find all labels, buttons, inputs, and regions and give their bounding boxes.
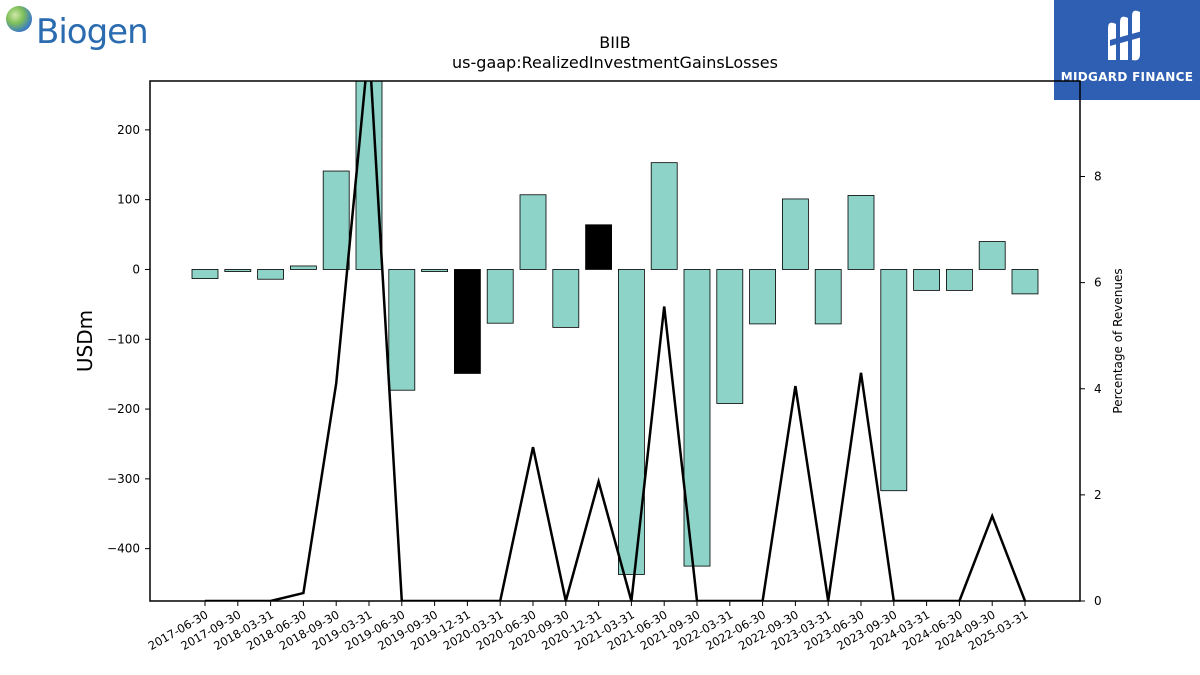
bar-2024-09-30 xyxy=(978,241,1006,270)
biogen-logo-text: Biogen xyxy=(36,12,149,52)
bar-2022-03-31 xyxy=(716,269,744,404)
revenue-percentage-line xyxy=(205,81,1027,601)
y-tick-label: −200 xyxy=(107,402,140,416)
bar-2020-06-30 xyxy=(519,194,547,270)
y-tick-label: −400 xyxy=(107,542,140,556)
y-tick-label: 0 xyxy=(132,262,140,276)
y-tick-label: 100 xyxy=(117,193,140,207)
bar-2024-03-31 xyxy=(913,269,940,291)
bar-2019-09-30 xyxy=(421,269,449,272)
y2-tick-label: 2 xyxy=(1094,488,1102,502)
y2-tick-label: 6 xyxy=(1094,276,1102,290)
y-axis-right: 8 6 4 2 0 xyxy=(1080,170,1102,608)
bar-2020-09-30 xyxy=(552,269,580,328)
bar-2023-03-31 xyxy=(814,269,842,325)
bar-2019-03-31 xyxy=(355,81,383,270)
bar-2022-09-30 xyxy=(782,198,809,270)
biogen-orb-icon xyxy=(6,6,32,32)
bar-2023-06-30 xyxy=(847,195,875,270)
midgard-logo-text: MIDGARD FINANCE xyxy=(1060,70,1194,84)
chart-subtitle: us-gaap:RealizedInvestmentGainsLosses xyxy=(452,53,778,72)
x-axis: 2017-06-302017-09-302018-03-312018-06-30… xyxy=(146,601,1031,653)
bar-2018-09-30 xyxy=(322,170,350,270)
bar-2019-06-30 xyxy=(388,269,416,391)
bar-2020-03-31 xyxy=(486,269,514,324)
midgard-finance-logo: MIDGARD FINANCE xyxy=(1054,0,1200,100)
y2-tick-label: 4 xyxy=(1094,382,1102,396)
biogen-logo: Biogen xyxy=(4,4,154,56)
bar-2025-03-31 xyxy=(1011,269,1039,295)
bar-2023-09-30 xyxy=(880,269,908,492)
plot-frame xyxy=(149,80,1081,602)
bar-2017-06-30 xyxy=(191,269,219,279)
bar-series xyxy=(191,81,1039,575)
y2-axis-label: Percentage of Revenues xyxy=(1111,268,1125,413)
y-tick-label: −300 xyxy=(107,472,140,486)
chart-title: BIIB xyxy=(599,33,630,52)
y-tick-label: 200 xyxy=(117,123,140,137)
y-axis-left: 200 100 0 −100 −200 −300 −400 xyxy=(107,123,150,556)
bar-2020-12-31 xyxy=(585,224,612,270)
bar-2021-06-30 xyxy=(650,162,678,270)
bar-2022-06-30 xyxy=(749,269,776,325)
bar-2018-03-31 xyxy=(257,269,285,280)
y2-tick-label: 8 xyxy=(1094,170,1102,184)
y-axis-label: USDm xyxy=(73,310,97,372)
y-tick-label: −100 xyxy=(107,332,140,346)
line-series xyxy=(205,81,1027,601)
bar-2019-12-31 xyxy=(453,269,481,374)
bar-2018-06-30 xyxy=(289,265,317,270)
bar-2017-09-30 xyxy=(224,269,252,272)
y2-tick-label: 0 xyxy=(1094,594,1102,608)
bar-2024-06-30 xyxy=(946,269,973,291)
midgard-mark-icon xyxy=(1108,10,1146,61)
